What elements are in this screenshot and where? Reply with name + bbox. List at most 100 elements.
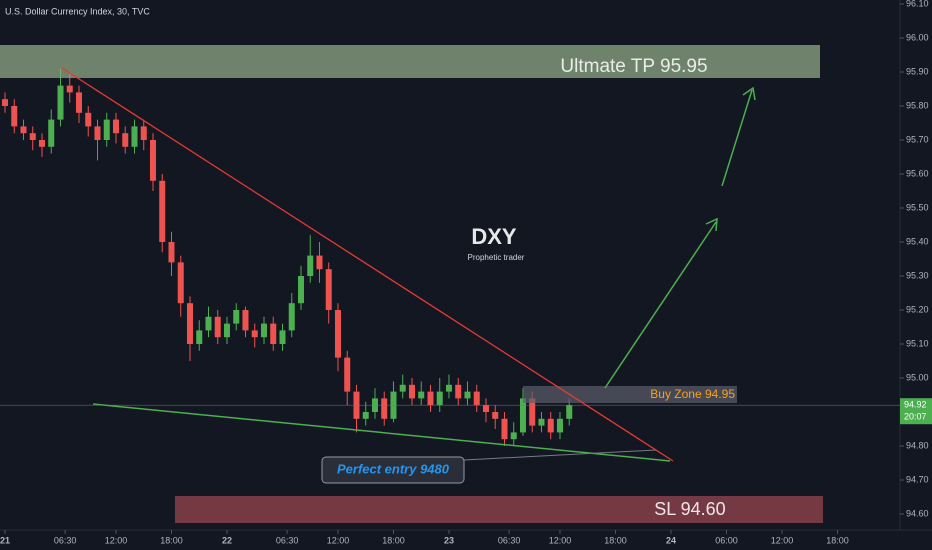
candle-body <box>149 140 156 181</box>
candle-body <box>381 398 388 419</box>
y-tick-label: 95.80 <box>906 100 929 110</box>
candle-body <box>38 140 45 147</box>
candle-body <box>11 106 18 127</box>
arrow <box>721 89 753 187</box>
x-tick-label: 06:00 <box>715 535 738 545</box>
candle-body <box>140 126 147 140</box>
candle-body <box>344 357 351 392</box>
y-tick-label: 95.10 <box>906 338 929 348</box>
candle-body <box>362 412 369 419</box>
plot <box>1 68 573 446</box>
y-tick-label: 95.70 <box>906 134 929 144</box>
candle-body <box>251 330 258 338</box>
x-tick-label: 18:00 <box>382 535 405 545</box>
x-tick-label: 06:30 <box>276 535 299 545</box>
candle-body <box>436 391 443 406</box>
x-tick-label: 06:30 <box>498 535 521 545</box>
y-tick-label: 95.50 <box>906 202 929 212</box>
candle-body <box>445 384 452 392</box>
candle-body <box>408 384 415 399</box>
x-tick-label: 12:00 <box>327 535 350 545</box>
target-zone <box>0 45 820 78</box>
candle-body <box>529 398 536 426</box>
candle-body <box>1 99 9 106</box>
candle-body <box>455 384 462 399</box>
x-tick-label: 18:00 <box>160 535 183 545</box>
candle-body <box>48 119 55 147</box>
y-tick-label: 94.60 <box>906 508 929 518</box>
candle-body <box>94 126 101 140</box>
candle-body <box>168 242 175 263</box>
y-tick-label: 95.90 <box>906 66 929 76</box>
target-label: Ultmate TP 95.95 <box>560 56 707 77</box>
candle-body <box>473 391 480 406</box>
candle-body <box>85 112 92 127</box>
y-tick-label: 95.00 <box>906 372 929 382</box>
candle-body <box>482 405 489 412</box>
y-tick-label: 94.80 <box>906 440 929 450</box>
candle-body <box>112 119 119 134</box>
x-tick-label: 12:00 <box>105 535 128 545</box>
y-tick-label: 95.40 <box>906 236 929 246</box>
candle-body <box>316 255 323 270</box>
candle-body <box>57 85 64 120</box>
candle-body <box>223 323 230 338</box>
x-tick-label: 22 <box>222 535 232 545</box>
x-tick-label: 24 <box>666 535 676 545</box>
x-tick-label: 23 <box>444 535 454 545</box>
candle-body <box>29 133 36 140</box>
candle-body <box>233 310 240 324</box>
candle-body <box>307 255 314 276</box>
candle-body <box>538 418 545 426</box>
x-tick-label: 21 <box>0 535 10 545</box>
y-tick-label: 95.20 <box>906 304 929 314</box>
candle-body <box>205 316 212 331</box>
buy-zone-label: Buy Zone 94.95 <box>650 387 735 401</box>
stop-zone <box>175 496 823 523</box>
candle-body <box>418 391 425 399</box>
callout-label: Perfect entry 9480 <box>337 461 450 476</box>
candle-body <box>159 180 166 242</box>
stop-label: SL 94.60 <box>654 499 725 519</box>
candle-body <box>75 92 82 113</box>
chart-title: U.S. Dollar Currency Index, 30, TVC <box>5 6 150 16</box>
countdown-label: 20:07 <box>904 412 927 422</box>
y-tick-label: 96.00 <box>906 32 929 42</box>
candle-body <box>519 398 526 433</box>
last-price-box <box>900 398 932 425</box>
candle-body <box>547 418 554 433</box>
candle-body <box>186 303 193 344</box>
candle-body <box>242 310 249 331</box>
resistance-line <box>61 67 674 462</box>
support-line <box>92 403 671 462</box>
y-tick-label: 95.60 <box>906 168 929 178</box>
candle-body <box>399 384 406 392</box>
candle-body <box>214 316 221 338</box>
candle-body <box>501 418 508 440</box>
candle-body <box>66 85 73 93</box>
candle-body <box>492 412 499 419</box>
candle-body <box>260 323 267 338</box>
candle-body <box>556 418 563 433</box>
candle-body <box>510 432 517 440</box>
x-tick-label: 18:00 <box>604 535 627 545</box>
candle-body <box>131 126 138 147</box>
x-tick-label: 18:00 <box>826 535 849 545</box>
candle-body <box>464 391 471 399</box>
x-tick-label: 12:00 <box>771 535 794 545</box>
candle-body <box>270 323 277 344</box>
candle-body <box>297 276 304 304</box>
candle-body <box>288 303 295 331</box>
candle-body <box>196 330 203 344</box>
symbol-label: DXY <box>471 224 517 249</box>
candle-body <box>20 126 27 134</box>
candle-body <box>103 119 110 140</box>
y-tick-label: 95.30 <box>906 270 929 280</box>
y-tick-label: 96.10 <box>906 0 929 8</box>
last-price-label: 94.92 <box>904 400 927 410</box>
x-tick-label: 12:00 <box>549 535 572 545</box>
callout-pointer <box>463 449 657 461</box>
candle-body <box>122 133 129 147</box>
